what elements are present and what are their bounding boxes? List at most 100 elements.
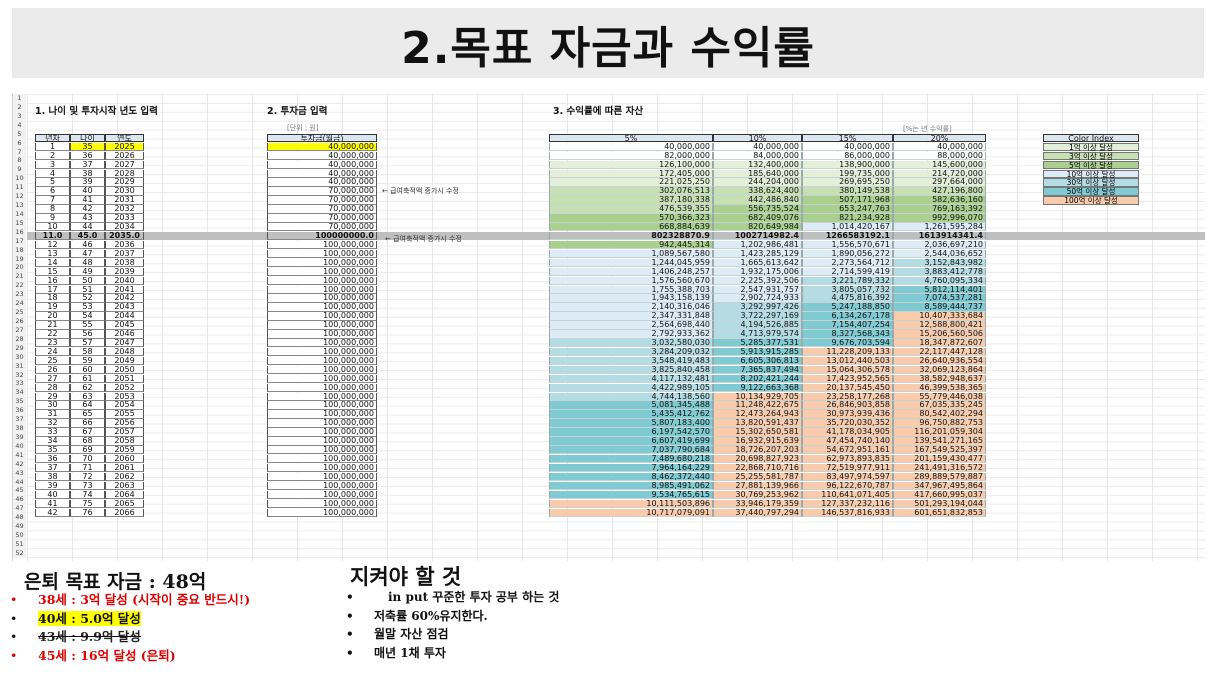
cell-rate-15[interactable]: 269,695,250: [802, 178, 893, 187]
cell-rate-20[interactable]: 32,069,123,864: [893, 365, 986, 375]
cell-year[interactable]: 2044: [105, 312, 144, 321]
cell-year[interactable]: 2057: [105, 428, 144, 437]
cell-year[interactable]: 2032: [105, 205, 144, 214]
cell-year[interactable]: 2048: [105, 347, 144, 357]
cell-year-index[interactable]: 25: [35, 356, 70, 366]
cell-rate-20[interactable]: 201,159,430,477: [893, 455, 986, 464]
cell-year-index[interactable]: 41: [35, 499, 70, 508]
cell-year-index[interactable]: 15: [35, 267, 70, 277]
cell-year[interactable]: 2029: [105, 178, 144, 187]
cell-year[interactable]: 2031: [105, 196, 144, 205]
cell-rate-20[interactable]: 2,036,697,210: [893, 240, 986, 250]
cell-rate-15[interactable]: 3,805,057,732: [802, 285, 893, 294]
cell-year-index[interactable]: 1: [35, 142, 70, 152]
cell-rate-20[interactable]: 2,544,036,652: [893, 249, 986, 259]
cell-age[interactable]: 59: [70, 356, 105, 366]
cell-year-index[interactable]: 7: [35, 196, 70, 205]
cell-age[interactable]: 40: [70, 187, 105, 196]
cell-rate-10[interactable]: 3,292,997,426: [713, 303, 802, 312]
cell-age[interactable]: 60: [70, 365, 105, 375]
cell-rate-5[interactable]: 4,117,132,481: [549, 374, 713, 384]
cell-rate-15[interactable]: 4,475,816,392: [802, 294, 893, 303]
cell-investment[interactable]: 100,000,000: [267, 312, 377, 321]
cell-rate-20[interactable]: 8,589,444,737: [893, 303, 986, 312]
cell-rate-5[interactable]: 668,884,639: [549, 223, 713, 232]
cell-year[interactable]: 2026: [105, 151, 144, 161]
cell-year-index[interactable]: 22: [35, 330, 70, 339]
cell-rate-15[interactable]: 17,423,952,565: [802, 374, 893, 384]
cell-investment[interactable]: 100,000,000: [267, 321, 377, 330]
cell-rate-5[interactable]: 221,025,250: [549, 178, 713, 187]
cell-investment[interactable]: 100,000,000: [267, 356, 377, 366]
cell-rate-10[interactable]: 7,365,837,494: [713, 365, 802, 375]
cell-rate-5[interactable]: 8,985,491,062: [549, 481, 713, 491]
cell-rate-15[interactable]: 127,337,232,116: [802, 499, 893, 508]
cell-rate-5[interactable]: 2,792,933,362: [549, 330, 713, 339]
cell-rate-20[interactable]: 347,967,495,864: [893, 481, 986, 491]
cell-year-index[interactable]: 11.0: [35, 232, 70, 241]
cell-year-index[interactable]: 39: [35, 481, 70, 491]
cell-age[interactable]: 35: [70, 142, 105, 152]
cell-year[interactable]: 2034: [105, 223, 144, 232]
cell-rate-5[interactable]: 7,964,164,229: [549, 463, 713, 473]
cell-investment[interactable]: 40,000,000: [267, 151, 377, 161]
cell-age[interactable]: 63: [70, 392, 105, 401]
cell-year-index[interactable]: 12: [35, 240, 70, 250]
cell-age[interactable]: 46: [70, 240, 105, 250]
cell-rate-20[interactable]: 38,582,948,637: [893, 374, 986, 384]
cell-rate-15[interactable]: 62,973,893,835: [802, 455, 893, 464]
cell-year[interactable]: 2027: [105, 160, 144, 170]
cell-investment[interactable]: 100,000,000: [267, 499, 377, 508]
cell-investment[interactable]: 100,000,000: [267, 285, 377, 294]
cell-rate-10[interactable]: 556,735,524: [713, 205, 802, 214]
cell-rate-20[interactable]: 40,000,000: [893, 142, 986, 152]
cell-rate-5[interactable]: 802328870.9: [549, 232, 713, 241]
cell-rate-5[interactable]: 2,140,316,046: [549, 303, 713, 312]
cell-rate-15[interactable]: 11,228,209,133: [802, 347, 893, 357]
cell-rate-5[interactable]: 1,755,388,703: [549, 285, 713, 294]
cell-year-index[interactable]: 18: [35, 294, 70, 303]
cell-investment[interactable]: 40,000,000: [267, 178, 377, 187]
cell-investment[interactable]: 40,000,000: [267, 142, 377, 152]
cell-rate-10[interactable]: 1,423,285,129: [713, 249, 802, 259]
cell-year-index[interactable]: 14: [35, 258, 70, 268]
cell-year-index[interactable]: 16: [35, 276, 70, 285]
cell-rate-5[interactable]: 172,405,000: [549, 169, 713, 178]
cell-investment[interactable]: 100,000,000: [267, 392, 377, 401]
cell-rate-5[interactable]: 5,435,412,762: [549, 410, 713, 419]
cell-rate-10[interactable]: 5,913,915,285: [713, 347, 802, 357]
cell-rate-20[interactable]: 7,074,537,281: [893, 294, 986, 303]
cell-rate-20[interactable]: 139,541,271,165: [893, 437, 986, 446]
cell-age[interactable]: 51: [70, 285, 105, 294]
cell-rate-5[interactable]: 10,717,079,091: [549, 508, 713, 517]
cell-rate-10[interactable]: 18,726,207,203: [713, 446, 802, 455]
cell-rate-5[interactable]: 10,111,503,896: [549, 499, 713, 508]
cell-rate-20[interactable]: 55,779,446,038: [893, 392, 986, 401]
cell-rate-20[interactable]: 417,660,995,037: [893, 490, 986, 500]
cell-rate-5[interactable]: 40,000,000: [549, 142, 713, 152]
cell-investment[interactable]: 100,000,000: [267, 419, 377, 428]
cell-year[interactable]: 2041: [105, 285, 144, 294]
cell-rate-20[interactable]: 289,889,579,887: [893, 472, 986, 482]
cell-investment[interactable]: 100,000,000: [267, 437, 377, 446]
cell-rate-15[interactable]: 1266583192.1: [802, 232, 893, 241]
cell-rate-15[interactable]: 1,890,056,272: [802, 249, 893, 259]
cell-year[interactable]: 2025: [105, 142, 144, 152]
cell-rate-20[interactable]: 992,996,070: [893, 214, 986, 223]
cell-rate-10[interactable]: 2,902,724,933: [713, 294, 802, 303]
cell-rate-15[interactable]: 821,234,928: [802, 214, 893, 223]
cell-investment[interactable]: 100,000,000: [267, 240, 377, 250]
cell-year-index[interactable]: 29: [35, 392, 70, 401]
cell-year-index[interactable]: 13: [35, 249, 70, 259]
cell-age[interactable]: 66: [70, 419, 105, 428]
cell-rate-20[interactable]: 214,720,000: [893, 169, 986, 178]
cell-rate-10[interactable]: 1,665,613,642: [713, 258, 802, 268]
cell-rate-5[interactable]: 3,825,840,458: [549, 365, 713, 375]
cell-age[interactable]: 39: [70, 178, 105, 187]
cell-investment[interactable]: 70,000,000: [267, 223, 377, 232]
cell-rate-20[interactable]: 501,293,194,044: [893, 499, 986, 508]
cell-rate-20[interactable]: 22,117,447,128: [893, 347, 986, 357]
cell-year[interactable]: 2043: [105, 303, 144, 312]
cell-rate-10[interactable]: 27,881,139,966: [713, 481, 802, 491]
cell-age[interactable]: 37: [70, 160, 105, 170]
